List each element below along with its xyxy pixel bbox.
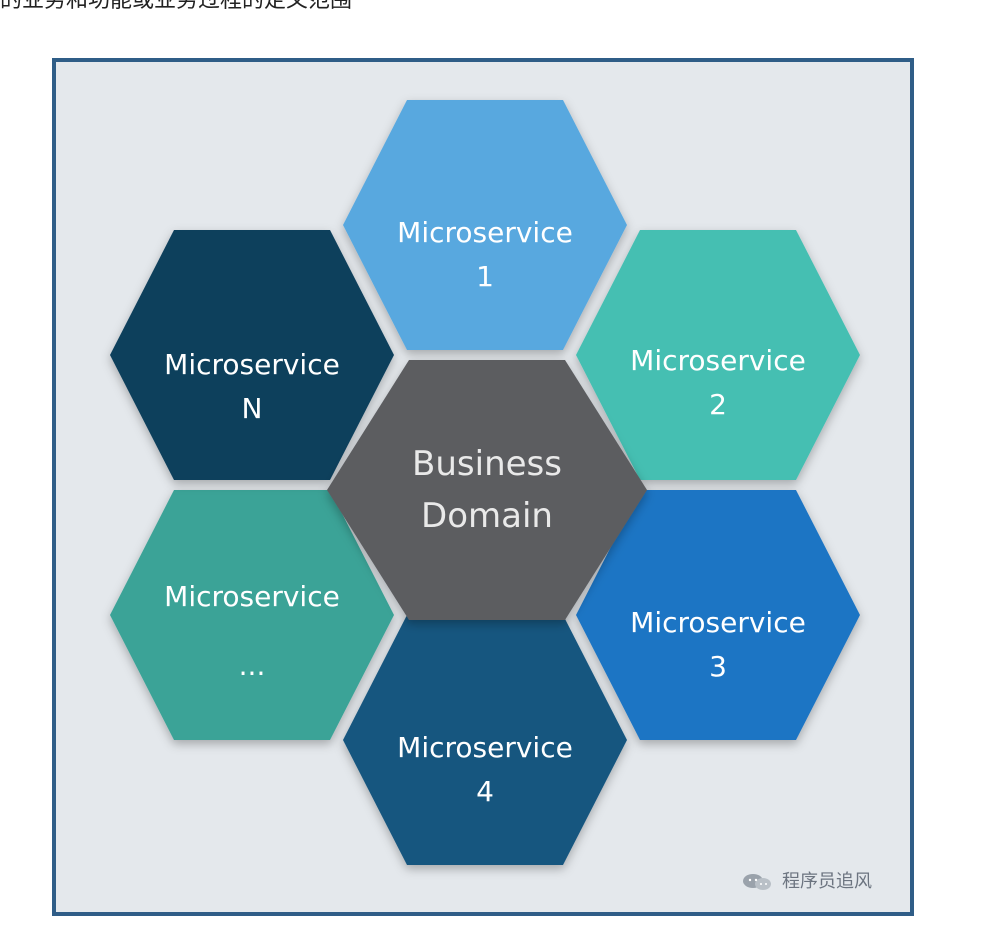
hexagon-microservice-2-shape <box>576 230 860 480</box>
hexagon-microservice-ellipsis: Microservice ... <box>110 490 394 740</box>
hexagon-microservice-3-line-1: Microservice <box>630 606 806 639</box>
hexagon-microservice-ellipsis-shape <box>110 490 394 740</box>
hexagon-microservice-2-line-1: Microservice <box>630 344 806 377</box>
wechat-icon <box>743 874 771 890</box>
hexagon-microservice-4-line-2: 4 <box>476 775 494 808</box>
hexagon-microservice-n-line-1: Microservice <box>164 348 340 381</box>
hexagon-microservice-n: Microservice N <box>110 230 394 480</box>
hexagon-microservice-4: Microservice 4 <box>343 615 627 865</box>
hexagon-microservice-4-line-1: Microservice <box>397 731 573 764</box>
hexagon-microservice-1: Microservice 1 <box>343 100 627 350</box>
hexagon-microservice-3-shape <box>576 490 860 740</box>
hexagon-microservice-1-shape <box>343 100 627 350</box>
top-caption: 的业务和功能或业务过程的定义范围 <box>0 0 353 13</box>
business-domain-hexagon: Business Domain <box>327 360 647 620</box>
business-domain-line-1: Business <box>412 444 562 484</box>
hexagon-microservice-3: Microservice 3 <box>576 490 860 740</box>
hexagon-microservice-ellipsis-line-1: Microservice <box>164 580 340 613</box>
hexagon-microservice-n-shape <box>110 230 394 480</box>
hexagon-microservice-1-line-1: Microservice <box>397 216 573 249</box>
business-domain-line-2: Domain <box>421 496 553 536</box>
business-domain-hexagon-shape <box>327 360 647 620</box>
watermark-text: 程序员追风 <box>782 871 872 892</box>
hexagon-microservice-2-line-2: 2 <box>709 388 727 421</box>
hexagon-microservice-ellipsis-line-2: ... <box>239 649 266 682</box>
hexagon-microservice-4-shape <box>343 615 627 865</box>
hexagon-microservice-n-line-2: N <box>242 392 263 425</box>
hexagon-microservice-1-line-2: 1 <box>476 260 494 293</box>
watermark: 程序员追风 <box>740 868 900 896</box>
hexagon-microservice-3-line-2: 3 <box>709 650 727 683</box>
hexagon-microservice-2: Microservice 2 <box>576 230 860 480</box>
